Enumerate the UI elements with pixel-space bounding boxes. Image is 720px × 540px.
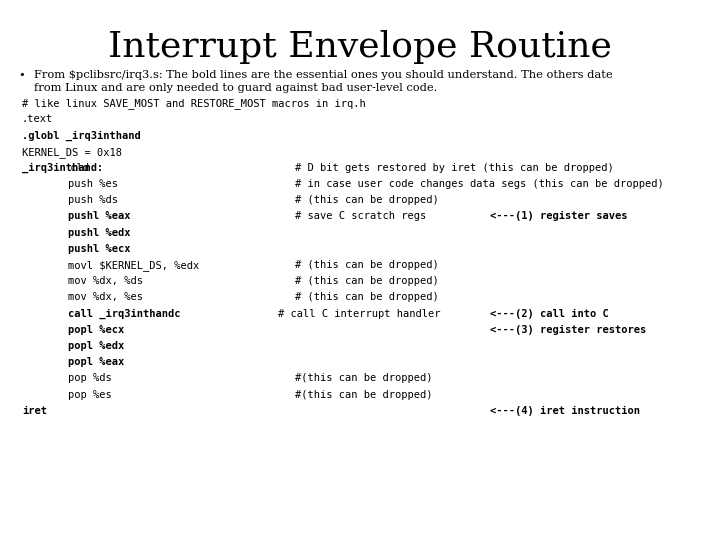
Text: # in case user code changes data segs (this can be dropped): # in case user code changes data segs (t… <box>295 179 664 189</box>
Text: # (this can be dropped): # (this can be dropped) <box>295 292 438 302</box>
Text: .text: .text <box>22 114 53 124</box>
Text: movl $KERNEL_DS, %edx: movl $KERNEL_DS, %edx <box>68 260 199 271</box>
Text: push %es: push %es <box>68 179 118 189</box>
Text: _irq3inthand:: _irq3inthand: <box>22 163 103 173</box>
Text: <---(2) call into C: <---(2) call into C <box>490 308 608 319</box>
Text: mov %dx, %ds: mov %dx, %ds <box>68 276 143 286</box>
Text: .globl _irq3inthand: .globl _irq3inthand <box>22 130 140 140</box>
Text: pop %es: pop %es <box>68 389 112 400</box>
Text: #(this can be dropped): #(this can be dropped) <box>295 389 433 400</box>
Text: popl %ecx: popl %ecx <box>68 325 125 335</box>
Text: cld: cld <box>64 163 89 173</box>
Text: # (this can be dropped): # (this can be dropped) <box>295 260 438 270</box>
Text: popl %eax: popl %eax <box>68 357 125 367</box>
Text: From $pclibsrc/irq3.s: The bold lines are the essential ones you should understa: From $pclibsrc/irq3.s: The bold lines ar… <box>34 70 613 80</box>
Text: # (this can be dropped): # (this can be dropped) <box>295 195 438 205</box>
Text: pop %ds: pop %ds <box>68 373 112 383</box>
Text: # (this can be dropped): # (this can be dropped) <box>295 276 438 286</box>
Text: Interrupt Envelope Routine: Interrupt Envelope Routine <box>108 30 612 64</box>
Text: popl %edx: popl %edx <box>68 341 125 351</box>
Text: #(this can be dropped): #(this can be dropped) <box>295 373 433 383</box>
Text: # call C interrupt handler: # call C interrupt handler <box>278 308 441 319</box>
Text: <---(1) register saves: <---(1) register saves <box>490 211 628 221</box>
Text: # save C scratch regs: # save C scratch regs <box>295 211 426 221</box>
Text: from Linux and are only needed to guard against bad user-level code.: from Linux and are only needed to guard … <box>34 83 437 93</box>
Text: pushl %edx: pushl %edx <box>68 227 130 238</box>
Text: <---(3) register restores: <---(3) register restores <box>490 325 647 335</box>
Text: iret: iret <box>22 406 47 416</box>
Text: pushl %eax: pushl %eax <box>68 211 130 221</box>
Text: # like linux SAVE_MOST and RESTORE_MOST macros in irq.h: # like linux SAVE_MOST and RESTORE_MOST … <box>22 98 366 109</box>
Text: •: • <box>18 70 24 80</box>
Text: # D bit gets restored by iret (this can be dropped): # D bit gets restored by iret (this can … <box>295 163 613 173</box>
Text: <---(4) iret instruction: <---(4) iret instruction <box>490 406 640 416</box>
Text: mov %dx, %es: mov %dx, %es <box>68 292 143 302</box>
Text: call _irq3inthandc: call _irq3inthandc <box>68 308 181 319</box>
Text: KERNEL_DS = 0x18: KERNEL_DS = 0x18 <box>22 146 122 158</box>
Text: push %ds: push %ds <box>68 195 118 205</box>
Text: pushl %ecx: pushl %ecx <box>68 244 130 254</box>
